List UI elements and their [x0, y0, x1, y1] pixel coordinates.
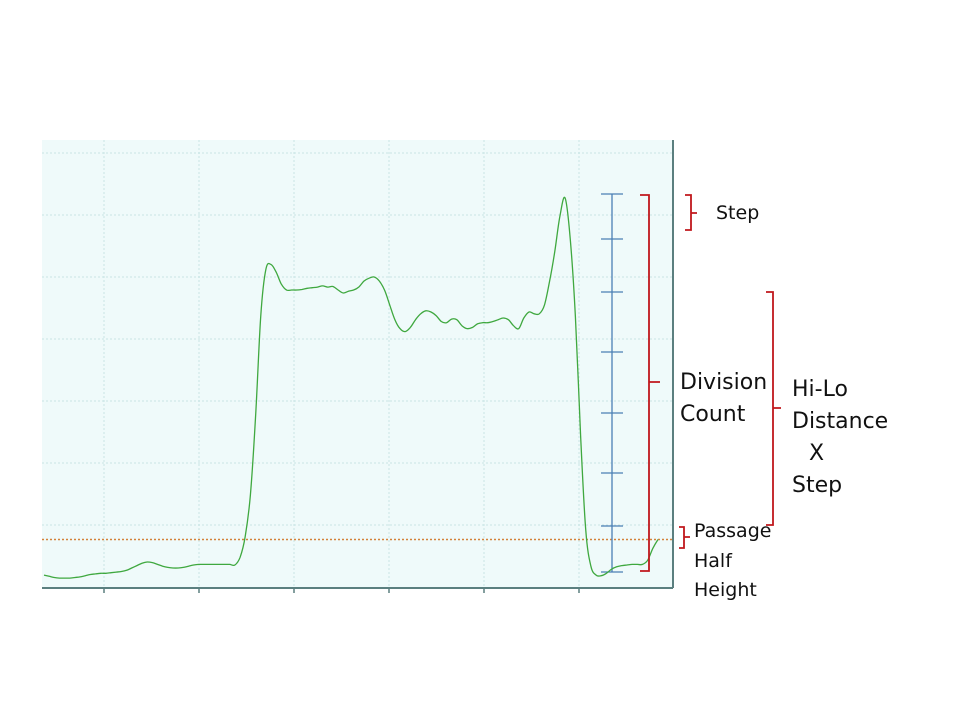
half-label: Half: [694, 550, 733, 572]
step-label: Step: [716, 202, 759, 224]
passage-label: Passage: [694, 520, 771, 542]
step-multiplier-label: Step: [792, 473, 842, 498]
multiply-x-label: X: [809, 441, 824, 466]
division-count-bracket: [640, 194, 660, 572]
division-ruler: [601, 193, 623, 573]
axes: [42, 140, 674, 593]
hi-lo-distance-bracket: [766, 291, 781, 526]
hilo-label: Hi-Lo: [792, 377, 848, 402]
count-label: Count: [680, 402, 746, 427]
signal-curve: [43, 196, 659, 579]
division-label: Division: [680, 370, 767, 395]
plot-area: [42, 140, 674, 593]
distance-label: Distance: [792, 409, 888, 434]
passage-half-height-bracket: [679, 526, 690, 549]
height-label: Height: [694, 579, 757, 601]
plot-background: [42, 140, 673, 588]
step-bracket: [685, 194, 697, 231]
